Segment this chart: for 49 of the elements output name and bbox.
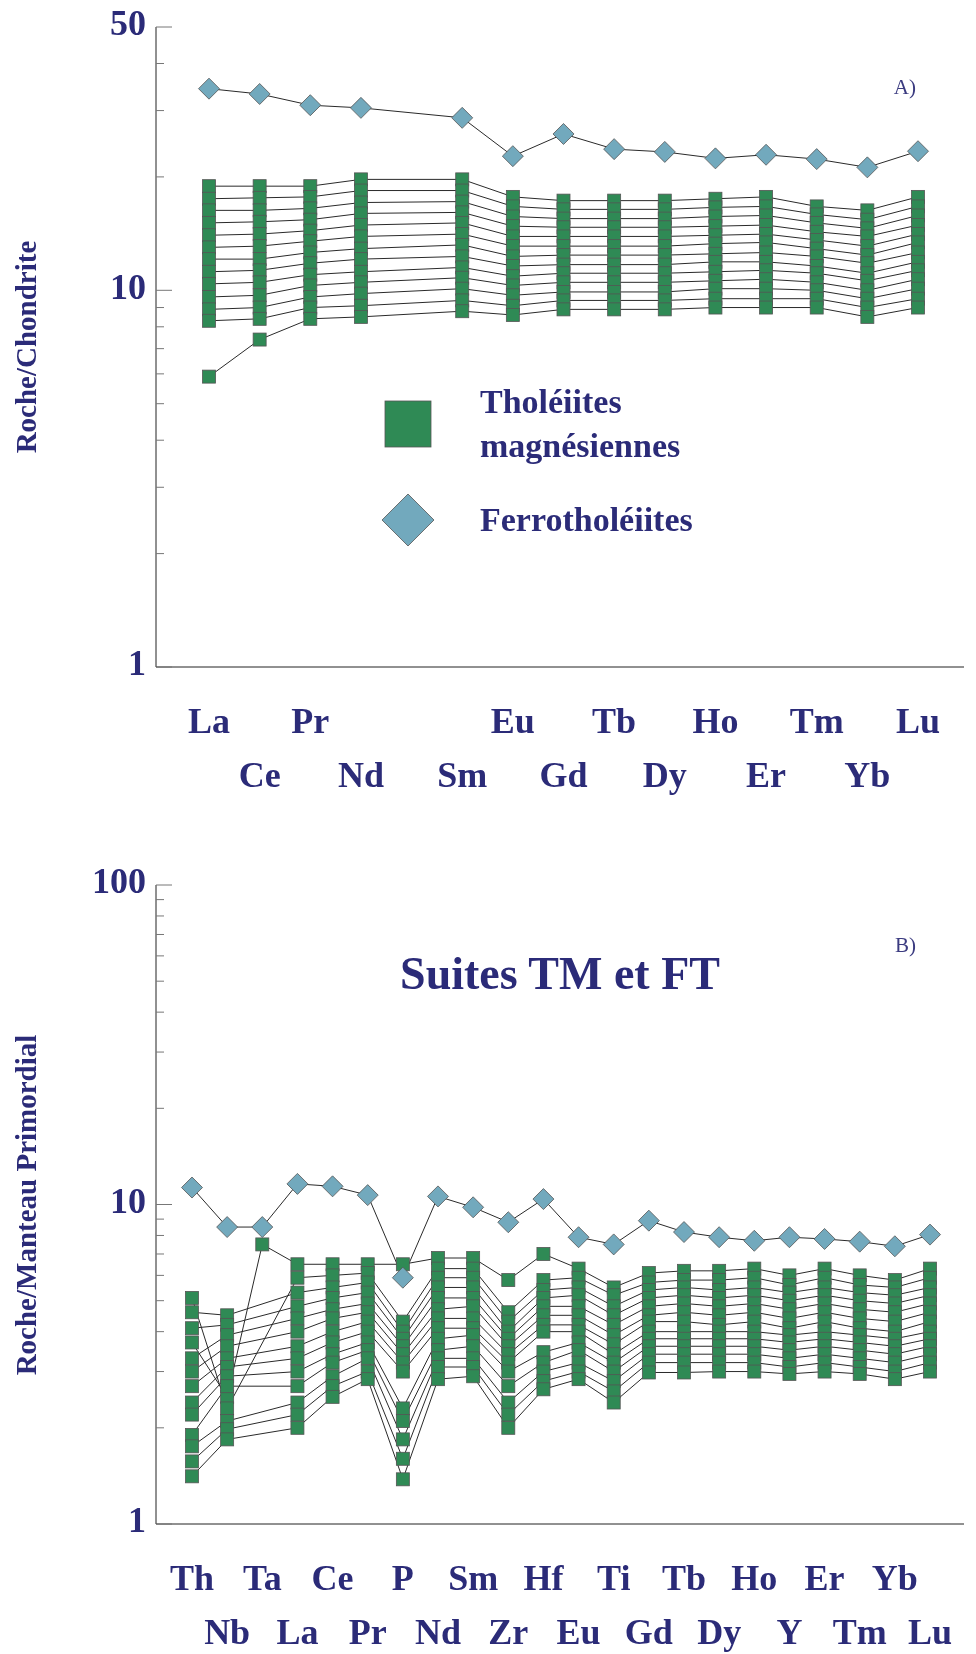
y-tick-label: 1: [128, 1500, 146, 1541]
y-axis-title: Roche/Manteau Primordial: [9, 1034, 43, 1375]
y-tick-label: 10: [110, 1180, 146, 1221]
x-tick-label: Pr: [291, 701, 330, 742]
x-tick-label: La: [276, 1612, 319, 1653]
x-tick-label: Pr: [348, 1612, 387, 1653]
x-tick-label: Dy: [642, 755, 687, 796]
legend-label: Tholéiites magnésiennes: [480, 382, 682, 467]
x-tick-label: Eu: [490, 701, 535, 742]
x-tick-label: Lu: [907, 1612, 953, 1653]
y-tick-label: 100: [92, 861, 146, 902]
x-tick-label: Nd: [414, 1612, 462, 1653]
x-tick-label: Tb: [592, 701, 637, 742]
x-tick-label: Th: [169, 1558, 215, 1599]
x-tick-label: Ce: [311, 1558, 354, 1599]
x-tick-label: Lu: [895, 701, 941, 742]
legend-label: Ferrotholéiites: [480, 500, 694, 541]
x-tick-label: La: [187, 701, 231, 742]
x-tick-label: Nb: [204, 1612, 251, 1653]
x-tick-label: Tm: [789, 701, 844, 742]
x-tick-label: Y: [776, 1612, 803, 1653]
x-tick-label: Tm: [832, 1612, 887, 1653]
x-tick-label: Ho: [731, 1558, 778, 1599]
x-tick-label: Yb: [844, 755, 891, 796]
x-tick-label: Gd: [624, 1612, 673, 1653]
x-tick-label: P: [391, 1558, 414, 1599]
x-tick-label: Nd: [337, 755, 384, 796]
x-tick-label: Ce: [238, 755, 281, 796]
annotation: B): [895, 933, 916, 958]
x-tick-label: Dy: [697, 1612, 742, 1653]
x-tick-label: Ti: [597, 1558, 631, 1599]
x-tick-label: Ta: [242, 1558, 282, 1599]
x-tick-label: Sm: [448, 1558, 499, 1599]
y-tick-label: 50: [110, 3, 146, 44]
y-axis-title: Roche/Chondrite: [9, 240, 43, 454]
x-tick-label: Eu: [556, 1612, 601, 1653]
y-tick-label: 1: [128, 643, 146, 684]
annotation: A): [893, 75, 916, 100]
x-tick-label: Hf: [523, 1558, 565, 1599]
x-tick-label: Tb: [661, 1558, 707, 1599]
text: Suites TM et FT: [400, 948, 720, 999]
x-tick-label: Sm: [437, 755, 488, 796]
x-tick-label: Er: [804, 1558, 845, 1599]
x-tick-label: Zr: [488, 1612, 529, 1653]
x-tick-label: Gd: [539, 755, 588, 796]
y-tick-label: 10: [110, 266, 146, 307]
x-tick-label: Yb: [871, 1558, 918, 1599]
x-tick-label: Ho: [692, 701, 739, 742]
x-tick-label: Er: [746, 755, 787, 796]
